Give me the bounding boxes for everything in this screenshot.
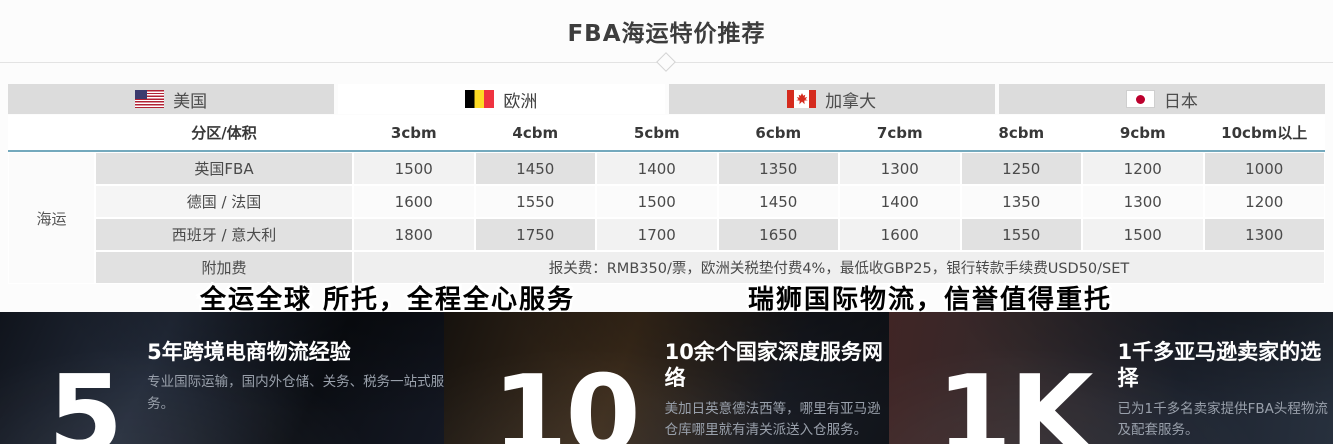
price-cell: 1450: [474, 152, 596, 185]
price-cell: 1600: [839, 218, 961, 251]
stat-text: 1千多亚马逊卖家的选择 已为1千多名卖家提供FBA头程物流及配套服务。: [1118, 339, 1333, 444]
tab-europe[interactable]: 欧洲: [338, 84, 665, 114]
price-cell: 1750: [474, 218, 596, 251]
stat-text: 5年跨境电商物流经验 专业国际运输，国内外仓储、关务、税务一站式服务。: [147, 339, 444, 444]
tab-usa-label: 美国: [173, 91, 208, 112]
table-header: 分区/体积 3cbm 4cbm 5cbm 6cbm 7cbm 8cbm 9cbm 10cbm以…: [8, 115, 1325, 152]
price-cell: 1400: [596, 152, 718, 185]
price-cell: 1450: [717, 185, 839, 218]
header-volume-col: 10cbm以上: [1221, 124, 1308, 142]
stat-number: 10: [492, 353, 640, 444]
tab-canada-label: 加拿大: [825, 91, 877, 112]
price-cell: 1550: [960, 218, 1082, 251]
stat-body: 美加日英意德法西等，哪里有亚马逊仓库哪里就有清关派送入仓服务。: [664, 400, 881, 439]
slogan-right: 瑞狮国际物流，信誉值得重托: [745, 283, 1113, 318]
price-cell: 1700: [596, 218, 718, 251]
header-volume-col: 8cbm: [998, 123, 1045, 142]
price-cell: 1250: [960, 152, 1082, 185]
stat-body: 专业国际运输，国内外仓储、关务、税务一站式服务。: [147, 374, 445, 412]
header-volume-col: 6cbm: [755, 123, 802, 142]
price-cell: 1500: [596, 185, 718, 218]
price-table: 分区/体积 3cbm 4cbm 5cbm 6cbm 7cbm 8cbm 9cbm 10cbm以…: [8, 115, 1325, 284]
header-volume-col: 3cbm: [390, 123, 437, 142]
slogan-band: 全运全球 所托，全程全心服务 瑞狮国际物流，信誉值得重托: [0, 279, 1333, 318]
price-cell: 1200: [1082, 152, 1204, 185]
header-volume-col: 7cbm: [876, 123, 923, 142]
price-cell: 1600: [353, 185, 475, 218]
tab-japan[interactable]: 日本: [998, 84, 1325, 114]
stat-panel-network: 10 10余个国家深度服务网络 美加日英意德法西等，哪里有亚马逊仓库哪里就有清关…: [444, 312, 889, 444]
belgium-flag-icon: [465, 90, 495, 108]
price-cell: 1400: [839, 185, 961, 218]
price-cell: 1350: [960, 185, 1082, 218]
tab-usa[interactable]: 美国: [8, 84, 335, 114]
tab-europe-label: 欧洲: [503, 91, 538, 112]
header-volume-col: 4cbm: [512, 123, 559, 142]
header-volume-col: 5cbm: [633, 123, 680, 142]
us-flag-icon: [135, 90, 165, 108]
price-cell: 1500: [1082, 218, 1204, 251]
stats-band: 5 5年跨境电商物流经验 专业国际运输，国内外仓储、关务、税务一站式服务。 10…: [0, 312, 1333, 444]
stat-body: 已为1千多名卖家提供FBA头程物流及配套服务。: [1117, 400, 1328, 439]
stat-heading: 1千多亚马逊卖家的选择: [1117, 340, 1322, 391]
surcharge-label: 附加费: [95, 251, 353, 284]
price-cell: 1300: [839, 152, 961, 185]
country-tabs: 美国 欧洲 加拿大 日本: [8, 84, 1325, 114]
stat-heading: 5年跨境电商物流经验: [147, 340, 351, 364]
stat-number: 5: [48, 353, 123, 444]
stat-panel-experience: 5 5年跨境电商物流经验 专业国际运输，国内外仓储、关务、税务一站式服务。: [0, 312, 445, 444]
header-volume-col: 9cbm: [1119, 123, 1166, 142]
price-cell: 1350: [717, 152, 839, 185]
row-label: 西班牙 / 意大利: [95, 218, 353, 251]
price-cell: 1300: [1203, 218, 1325, 251]
tab-japan-label: 日本: [1163, 91, 1198, 112]
header-zone: 分区/体积: [191, 124, 257, 142]
price-cell: 1800: [353, 218, 475, 251]
surcharge-text: 报关费：RMB350/票，欧洲关税垫付费4%，最低收GBP25，银行转款手续费U…: [353, 251, 1325, 284]
price-cell: 1500: [353, 152, 475, 185]
price-cell: 1650: [717, 218, 839, 251]
stat-panel-sellers: 1K 1千多亚马逊卖家的选择 已为1千多名卖家提供FBA头程物流及配套服务。: [888, 312, 1333, 444]
category-cell: 海运: [8, 152, 95, 284]
row-label: 英国FBA: [95, 152, 353, 185]
canada-flag-icon: [787, 90, 817, 108]
tab-canada[interactable]: 加拿大: [668, 84, 995, 114]
row-label: 德国 / 法国: [95, 185, 353, 218]
japan-flag-icon: [1125, 90, 1155, 108]
stat-text: 10余个国家深度服务网络 美加日英意德法西等，哪里有亚马逊仓库哪里就有清关派送入…: [665, 339, 889, 444]
stat-number: 1K: [936, 353, 1094, 444]
price-cell: 1200: [1203, 185, 1325, 218]
price-cell: 1000: [1203, 152, 1325, 185]
price-cell: 1300: [1082, 185, 1204, 218]
maple-leaf-icon: [795, 93, 808, 105]
page-title: FBA海运特价推荐: [567, 21, 766, 47]
stat-heading: 10余个国家深度服务网络: [664, 340, 883, 391]
title-section: FBA海运特价推荐: [0, 0, 1333, 62]
slogan-left: 全运全球 所托，全程全心服务: [197, 283, 576, 318]
table-body: 海运 英国FBA 1500 1450 1400 1350 1300 1250 1200 1000…: [8, 152, 1325, 284]
price-cell: 1550: [474, 185, 596, 218]
